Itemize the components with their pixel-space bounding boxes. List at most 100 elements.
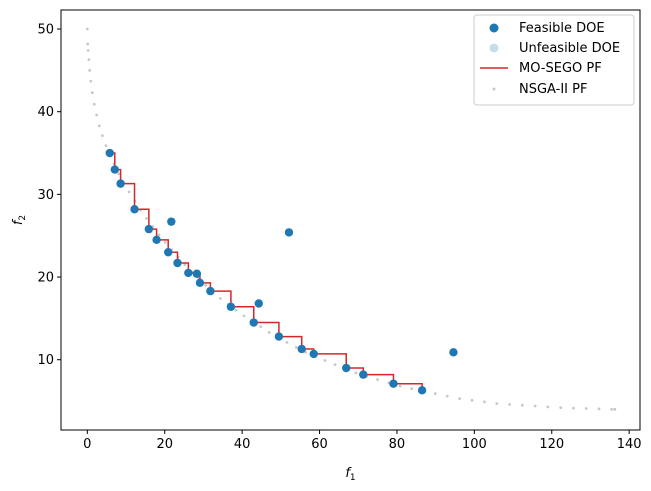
nsga-point [613, 407, 617, 411]
nsga-point [88, 68, 92, 72]
nsga-point [101, 134, 104, 138]
nsga-point [333, 363, 337, 367]
feasible-point [167, 217, 176, 226]
legend-frame [473, 14, 635, 106]
x-tick-label: 40 [234, 437, 251, 452]
y-axis-label-sub: 2 [18, 215, 28, 221]
feasible-point [284, 228, 294, 237]
nsga-point [183, 263, 187, 267]
nsga-point [584, 407, 588, 410]
nsga-point [89, 79, 93, 83]
nsga-point [323, 359, 327, 362]
nsga-point [610, 407, 614, 411]
feasible-point [226, 302, 236, 312]
feasible-point [110, 165, 119, 174]
feasible-point [309, 349, 318, 359]
nsga-point [508, 402, 511, 406]
feasible-point [130, 205, 139, 214]
plot-frame [60, 9, 641, 431]
legend-label-mo-sego: MO-SEGO PF [519, 61, 602, 76]
y-axis-label-main: f [11, 218, 26, 225]
feasible-point [389, 379, 398, 388]
feasible-point [417, 386, 427, 395]
y-tick-label: 30 [37, 188, 54, 203]
nsga-point [157, 233, 161, 237]
x-axis-label-sub: 1 [350, 473, 356, 483]
nsga-point [445, 394, 449, 398]
nsga-point [597, 407, 601, 411]
nsga-point [470, 398, 474, 402]
nsga-point [145, 216, 148, 220]
nsga-point [90, 91, 94, 95]
nsga-point [572, 406, 575, 410]
x-axis-label-main: f [345, 466, 352, 481]
nsga-point [520, 403, 524, 407]
nsga-point [87, 58, 91, 62]
x-tick-label: 60 [311, 437, 328, 452]
nsga-point [259, 325, 263, 329]
feasible-point [359, 370, 368, 379]
nsga-point [546, 405, 550, 409]
nsga-point [495, 402, 499, 405]
x-tick-label: 20 [156, 437, 173, 452]
y-tick-label: 20 [37, 271, 54, 286]
x-tick-label: 0 [83, 437, 91, 452]
legend-marker-nsga [492, 87, 496, 91]
mo-sego-pf-line [109, 152, 423, 391]
y-axis-label: f2 [11, 215, 28, 225]
feasible-point [116, 179, 125, 188]
nsga-point [410, 387, 414, 391]
feasible-point [105, 148, 114, 158]
legend-label-nsga: NSGA-II PF [519, 82, 587, 97]
nsga-point [117, 172, 121, 176]
nsga-point [559, 406, 563, 410]
nsga-point [267, 331, 271, 334]
x-tick-label: 100 [462, 437, 487, 452]
feasible-point [274, 332, 284, 341]
nsga-point [219, 297, 222, 300]
feasible-point [192, 269, 202, 278]
nsga-point [234, 308, 238, 312]
x-tick-label: 120 [539, 437, 564, 452]
y-tick-label: 40 [37, 105, 54, 120]
feasible-point [449, 348, 458, 357]
plot-area-group [60, 9, 641, 431]
nsga-point [533, 404, 537, 408]
legend-marker-unfeasible [489, 43, 499, 53]
nsga-point [163, 240, 167, 244]
feasible-point [152, 235, 161, 245]
feasible-point [342, 363, 351, 373]
legend: Feasible DOE Unfeasible DOE MO-SEGO PF N… [473, 14, 635, 106]
nsga-point [242, 314, 246, 318]
x-tick-label: 140 [617, 437, 642, 452]
nsga-point [104, 144, 108, 147]
nsga-point [376, 378, 379, 381]
y-tick-label: 50 [37, 23, 54, 38]
mo-sego-pf-series [109, 152, 423, 391]
legend-marker-feasible [489, 23, 499, 33]
nsga-point [398, 384, 402, 388]
feasible-point [249, 318, 258, 327]
x-tick-label: 80 [389, 437, 406, 452]
feasible-point [173, 258, 182, 268]
y-tick-label: 10 [37, 353, 54, 368]
nsga-point [285, 340, 289, 344]
nsga-point [127, 190, 131, 194]
y-axis-ticks: 10 20 30 40 50 [37, 23, 61, 368]
nsga-point [85, 27, 89, 31]
x-axis-label: f1 [345, 466, 355, 483]
feasible-point [206, 286, 215, 296]
feasible-doe-series [105, 148, 458, 395]
feasible-point [195, 278, 205, 288]
legend-label-unfeasible: Unfeasible DOE [519, 41, 620, 56]
nsga-point [294, 345, 298, 349]
x-axis-ticks: 0 20 40 60 80 100 120 140 [83, 430, 642, 452]
feasible-point [184, 268, 193, 278]
nsga-point [483, 400, 486, 404]
feasible-point [254, 299, 263, 308]
nsga-point [86, 49, 90, 52]
nsga-point [354, 371, 358, 375]
feasible-point [297, 344, 306, 354]
feasible-point [144, 224, 154, 234]
